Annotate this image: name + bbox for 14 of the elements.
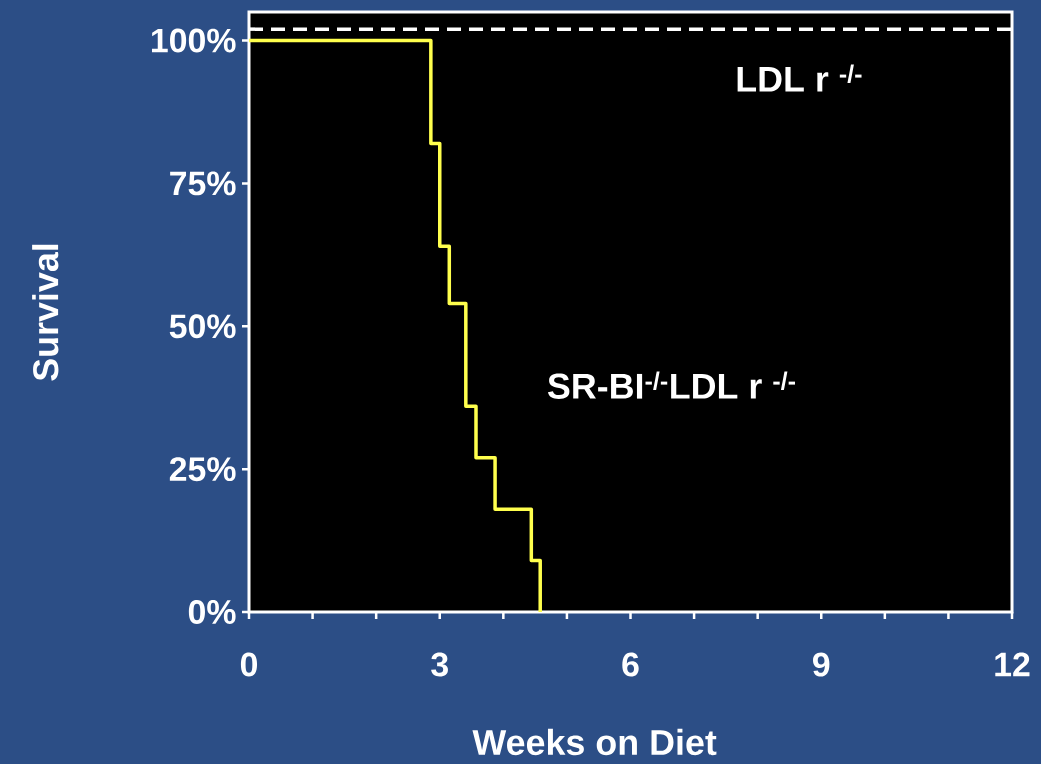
y-axis-title: Survival [32,244,59,381]
y-tick-label: 75% [170,171,236,196]
y-tick-label: 100% [151,28,236,53]
x-axis-title: Weeks on Diet [472,728,717,756]
series-label: LDL r $^{-/-}$ [737,64,862,92]
text: SR-BI$^{-/-}$LDL r $^{-/-}$ [547,371,796,399]
y-tick-label: 25% [169,457,236,482]
y-tick-label: 0% [188,600,236,624]
x-tick-label: 3 [431,652,448,677]
y-tick-label: 50% [169,314,236,339]
x-tick-label: 12 [995,652,1030,677]
x-tick-label: 6 [622,652,639,677]
x-tick-label: 0 [240,652,258,677]
x-tick-label: 9 [813,652,830,677]
